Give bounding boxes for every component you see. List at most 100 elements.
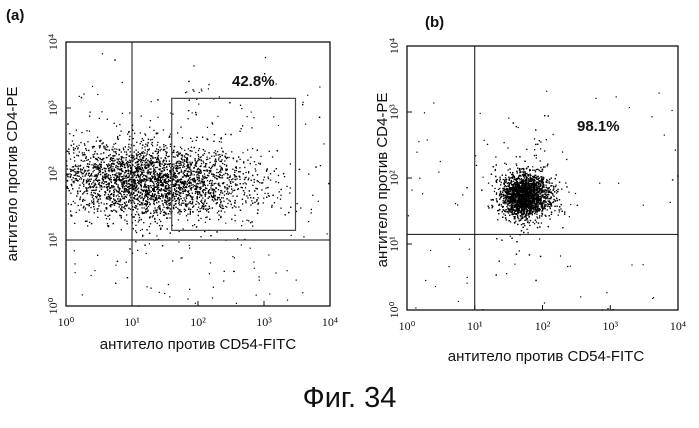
event-dot [162, 203, 163, 204]
event-dot [115, 200, 116, 201]
event-dot [172, 168, 173, 169]
event-dot [175, 201, 176, 202]
event-dot [116, 201, 117, 202]
event-dot [126, 180, 127, 181]
x-tick-label: 10² [190, 315, 206, 329]
event-dot [206, 157, 207, 158]
event-dot [147, 207, 148, 208]
event-dot [173, 192, 174, 193]
event-dot [124, 167, 125, 168]
x-tick-label: 10¹ [124, 315, 140, 329]
event-dot [68, 188, 69, 189]
event-dot [184, 199, 185, 200]
event-dot [178, 197, 179, 198]
event-dot [163, 174, 164, 175]
event-dot [76, 130, 77, 131]
event-dot [130, 151, 131, 152]
event-dot [263, 198, 264, 199]
event-dot [154, 178, 155, 179]
event-dot [217, 197, 218, 198]
event-dot [224, 156, 225, 157]
event-dot [129, 199, 130, 200]
event-dot [128, 132, 129, 133]
event-dot [73, 149, 74, 150]
event-dot [109, 183, 110, 184]
event-dot [94, 153, 95, 154]
event-dot [169, 137, 170, 138]
event-dot [94, 209, 95, 210]
event-dot [191, 185, 192, 186]
event-dot [243, 173, 244, 174]
event-dot [119, 188, 120, 189]
event-dot [120, 131, 121, 132]
event-dot [154, 194, 155, 195]
event-dot [198, 211, 199, 212]
event-dot [91, 179, 92, 180]
event-dot [247, 160, 248, 161]
event-dot [93, 157, 94, 158]
event-dot [163, 161, 164, 162]
event-dot [190, 170, 191, 171]
event-dot [157, 158, 158, 159]
event-dot [114, 59, 115, 60]
event-dot [254, 202, 255, 203]
event-dot [228, 157, 229, 158]
event-dot [205, 217, 206, 218]
event-dot [137, 161, 138, 162]
event-dot [189, 171, 190, 172]
event-dot [205, 196, 206, 197]
event-dot [147, 191, 148, 192]
event-dot [146, 158, 147, 159]
event-dot [230, 183, 231, 184]
event-dot [80, 197, 81, 198]
event-dot [153, 210, 154, 211]
event-dot [308, 221, 309, 222]
event-dot [110, 154, 111, 155]
event-dot [173, 172, 174, 173]
event-dot [504, 190, 505, 191]
event-dot [83, 192, 84, 193]
event-dot [278, 125, 279, 126]
event-dot [117, 166, 118, 167]
event-dot [140, 159, 141, 160]
event-dot [148, 178, 149, 179]
event-dot [147, 142, 148, 143]
event-dot [213, 174, 214, 175]
event-dot [223, 280, 224, 281]
event-dot [73, 201, 74, 202]
event-dot [89, 161, 90, 162]
event-dot [73, 144, 74, 145]
event-dot [136, 142, 137, 143]
event-dot [138, 191, 139, 192]
event-dot [251, 221, 252, 222]
event-dot [138, 152, 139, 153]
event-dot [85, 221, 86, 222]
event-dot [212, 180, 213, 181]
event-dot [169, 200, 170, 201]
event-dot [197, 194, 198, 195]
event-dot [202, 205, 203, 206]
event-dot [73, 152, 74, 153]
event-dot [236, 184, 237, 185]
event-dot [249, 194, 250, 195]
event-dot [115, 143, 116, 144]
event-dot [222, 177, 223, 178]
event-dot [88, 150, 89, 151]
event-dot [180, 187, 181, 188]
event-dot [160, 196, 161, 197]
event-dot [183, 203, 184, 204]
event-dot [157, 144, 158, 145]
event-dot [157, 142, 158, 143]
event-dot [85, 148, 86, 149]
event-dot [144, 146, 145, 147]
event-dot [92, 186, 93, 187]
event-dot [170, 134, 171, 135]
event-dot [200, 208, 201, 209]
event-dot [218, 158, 219, 159]
event-dot [176, 165, 177, 166]
event-dot [121, 157, 122, 158]
event-dot [206, 216, 207, 217]
event-dot [212, 199, 213, 200]
event-dot [77, 175, 78, 176]
event-dot [160, 163, 161, 164]
